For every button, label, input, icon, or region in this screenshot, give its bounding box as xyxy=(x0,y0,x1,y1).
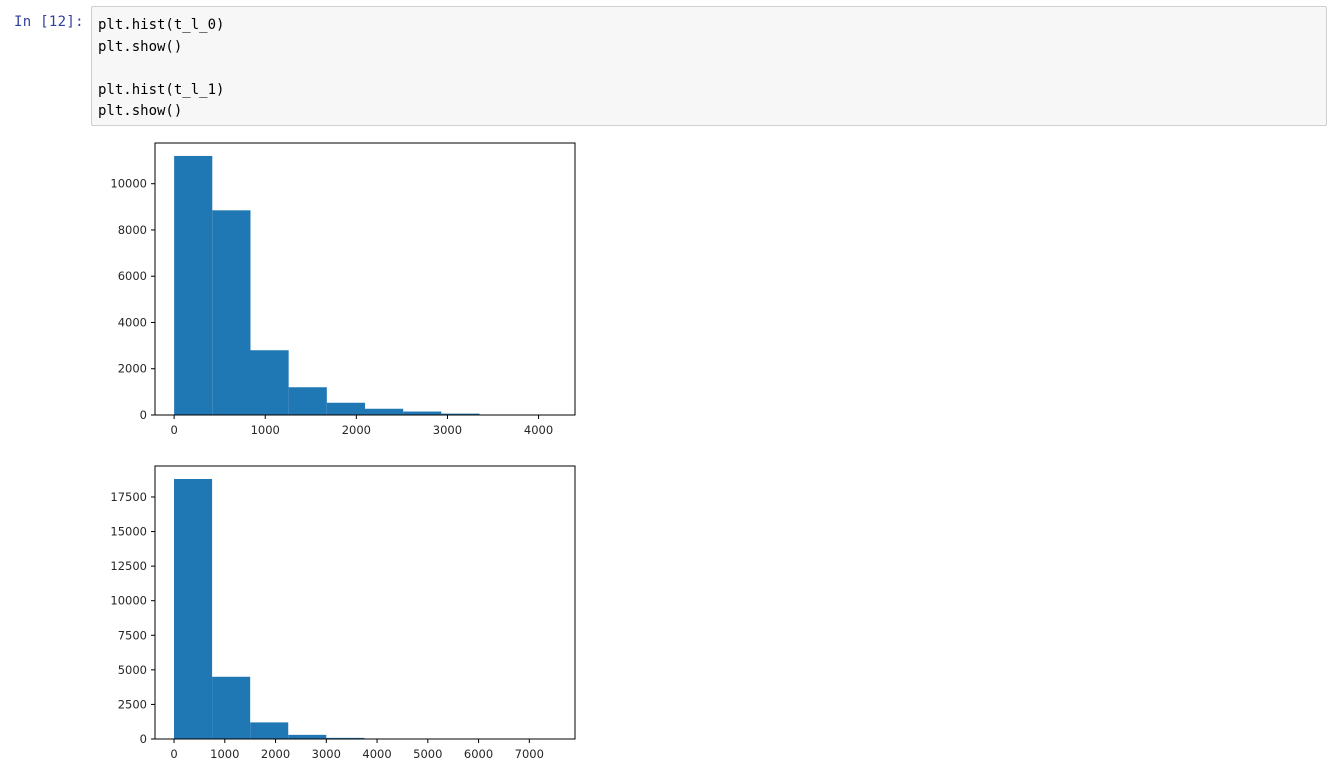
histogram-chart-1: 0 1000 2000 3000 4000 0 2000 4000 6000 8000 10000 xyxy=(110,142,576,437)
hist2-bar xyxy=(326,737,365,739)
histogram-output-1: 0 1000 2000 3000 4000 0 2000 4000 6000 8000 10000 xyxy=(95,138,595,438)
hist1-x-tick-label: 1000 xyxy=(251,423,280,437)
hist2-y-tick-label: 5000 xyxy=(118,663,147,677)
hist1-bar xyxy=(441,413,480,415)
hist2-y-tick-label: 15000 xyxy=(110,525,147,539)
hist1-bar xyxy=(174,155,213,415)
hist2-bar xyxy=(288,734,327,739)
hist1-x-tick-label: 0 xyxy=(170,423,177,437)
hist1-axes-frame xyxy=(154,142,576,416)
hist1-y-tick-label: 6000 xyxy=(118,269,147,283)
hist2-x-tick-label: 0 xyxy=(170,747,177,761)
hist1-bar xyxy=(365,408,404,415)
hist1-y-tick-label: 0 xyxy=(140,408,147,422)
hist1-y-tick-label: 10000 xyxy=(110,177,147,191)
hist2-x-tick-label: 5000 xyxy=(413,747,442,761)
hist1-bar xyxy=(403,411,442,415)
histogram-chart-2: 0 1000 2000 3000 4000 5000 6000 7000 0 2500 5000 75… xyxy=(110,465,576,761)
code-line: plt.hist(t_l_1) xyxy=(98,81,225,98)
code-line: plt.hist(t_l_0) xyxy=(98,17,225,33)
hist2-x-tick-label: 3000 xyxy=(312,747,341,761)
hist2-x-tick-label: 4000 xyxy=(362,747,391,761)
hist2-bar xyxy=(174,479,213,739)
hist1-bar xyxy=(288,387,327,415)
input-prompt: In [12]: xyxy=(14,14,84,30)
hist1-bar xyxy=(250,350,289,415)
hist1-y-tick-label: 8000 xyxy=(118,223,147,237)
code-line: plt.show() xyxy=(98,38,183,55)
hist2-x-tick-label: 6000 xyxy=(464,747,493,761)
code-line xyxy=(98,58,224,80)
code-line: plt.show() xyxy=(98,103,183,119)
output-area: 0 1000 2000 3000 4000 0 2000 4000 6000 8000 10000 … xyxy=(95,138,595,768)
hist1-x-tick-label: 3000 xyxy=(433,423,462,437)
hist2-y-tick-label: 17500 xyxy=(110,490,147,504)
hist2-y-tick-label: 12500 xyxy=(110,559,147,573)
code-editor[interactable]: plt.hist(t_l_0) plt.show() plt.hist(t_l_… xyxy=(91,6,1327,126)
hist1-x-tick-label: 2000 xyxy=(342,423,371,437)
hist2-x-tick-label: 7000 xyxy=(515,747,544,761)
histogram-output-2: 0 1000 2000 3000 4000 5000 6000 7000 0 2500 5000 75… xyxy=(95,461,595,768)
hist2-axes-frame xyxy=(154,465,576,740)
hist2-y-tick-label: 2500 xyxy=(118,697,147,711)
hist1-y-tick-label: 4000 xyxy=(118,315,147,329)
hist2-bar xyxy=(250,722,289,739)
hist2-y-tick-label: 7500 xyxy=(118,628,147,642)
hist1-x-tick-label: 4000 xyxy=(524,423,553,437)
hist1-bar xyxy=(212,210,251,415)
hist1-y-tick-label: 2000 xyxy=(118,362,147,376)
hist2-y-tick-label: 10000 xyxy=(110,594,147,608)
code-text: plt.hist(t_l_0) plt.show() plt.hist(t_l_… xyxy=(98,15,224,123)
hist2-bar xyxy=(212,676,251,739)
hist2-y-tick-label: 0 xyxy=(140,732,147,746)
hist2-x-tick-label: 2000 xyxy=(261,747,290,761)
hist2-x-tick-label: 1000 xyxy=(210,747,239,761)
hist1-bar xyxy=(326,402,365,415)
